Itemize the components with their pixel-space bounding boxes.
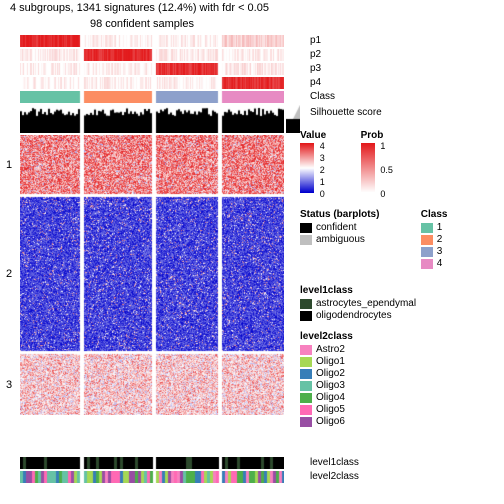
legend-class-items: 1234 <box>421 222 448 269</box>
legend-class-title: Class <box>421 209 448 220</box>
anno-label: p3 <box>310 63 321 74</box>
legend-item: ambiguous <box>300 234 400 245</box>
plot-subtitle: 98 confident samples <box>90 18 194 30</box>
legend-item: Oligo3 <box>300 380 500 391</box>
legend-level1-title: level1class <box>300 285 500 296</box>
silhouette-label: Silhouette score <box>310 107 382 118</box>
legend-item: 4 <box>421 258 448 269</box>
anno-label: level2class <box>310 471 359 482</box>
legend-level2: level2class Astro2Oligo1Oligo2Oligo3Olig… <box>300 331 500 427</box>
legend-level2-items: Astro2Oligo1Oligo2Oligo3Oligo4Oligo5Olig… <box>300 344 500 427</box>
legend-panel: Value 43210 Prob 10.50 Status (barplots)… <box>300 130 500 437</box>
bottom-annotations: level1classlevel2class <box>20 457 285 485</box>
heatmap-container: p1p2p3p4Class Silhouette score 123 level… <box>20 35 285 485</box>
legend-class: Class 1234 <box>421 209 448 269</box>
heatmap-body: 123 <box>20 135 285 454</box>
legend-item: confident <box>300 222 400 233</box>
anno-label: p1 <box>310 35 321 46</box>
anno-label: p2 <box>310 49 321 60</box>
legend-item: 3 <box>421 246 448 257</box>
legend-item: oligodendrocytes <box>300 310 500 321</box>
legend-level1-items: astrocytes_ependymaloligodendrocytes <box>300 298 500 321</box>
anno-label: Class <box>310 91 335 102</box>
value-ticks: 43210 <box>320 143 340 193</box>
legend-item: Oligo5 <box>300 404 500 415</box>
legend-level2-title: level2class <box>300 331 500 342</box>
legend-prob: Prob 10.50 <box>361 130 401 193</box>
legend-item: Astro2 <box>300 344 500 355</box>
row-group-label: 1 <box>6 159 12 171</box>
legend-status-items: confidentambiguous <box>300 222 400 245</box>
legend-item: Oligo4 <box>300 392 500 403</box>
legend-status-title: Status (barplots) <box>300 209 400 220</box>
legend-item: Oligo6 <box>300 416 500 427</box>
legend-item: 1 <box>421 222 448 233</box>
legend-prob-title: Prob <box>361 130 401 141</box>
value-colorbar <box>300 143 314 193</box>
legend-item: Oligo1 <box>300 356 500 367</box>
prob-ticks: 10.50 <box>380 143 400 193</box>
legend-item: astrocytes_ependymal <box>300 298 500 309</box>
plot-title: 4 subgroups, 1341 signatures (12.4%) wit… <box>10 2 269 14</box>
row-group-label: 2 <box>6 268 12 280</box>
legend-value: Value 43210 <box>300 130 340 193</box>
legend-status: Status (barplots) confidentambiguous <box>300 209 400 245</box>
row-group-label: 3 <box>6 379 12 391</box>
legend-value-title: Value <box>300 130 340 141</box>
top-annotations: p1p2p3p4Class <box>20 35 285 105</box>
legend-level1: level1class astrocytes_ependymaloligoden… <box>300 285 500 321</box>
legend-item: Oligo2 <box>300 368 500 379</box>
anno-label: p4 <box>310 77 321 88</box>
heatmap-canvas <box>20 135 284 415</box>
silhouette-bars <box>20 105 284 133</box>
legend-item: 2 <box>421 234 448 245</box>
anno-label: level1class <box>310 457 359 468</box>
prob-colorbar <box>361 143 375 193</box>
silhouette-row: Silhouette score <box>20 105 285 133</box>
